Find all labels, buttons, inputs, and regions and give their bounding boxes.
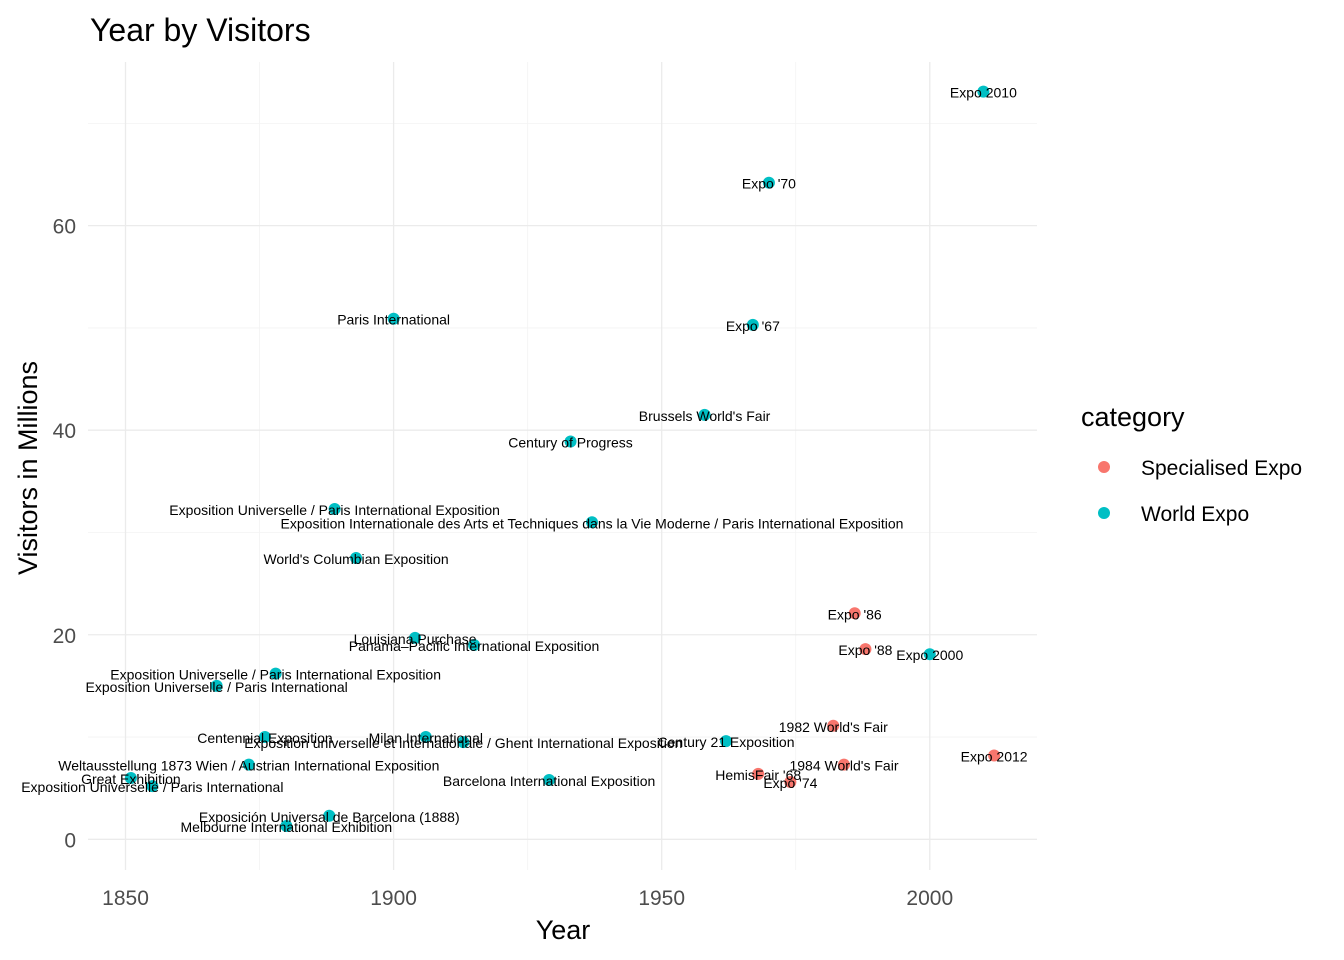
legend-label-world-expo: World Expo	[1141, 503, 1249, 526]
data-point	[859, 643, 872, 656]
tick-labels: 1850 1900 1950 2000 0 20 40 60	[53, 216, 953, 910]
data-point	[468, 638, 481, 651]
point-label: Expo 2010	[950, 85, 1017, 101]
data-point	[328, 502, 341, 515]
point-label: Great Exhibition	[81, 771, 181, 787]
point-label: Exposition Universelle / Paris Internati…	[110, 667, 441, 683]
x-tick-label: 1950	[638, 887, 685, 910]
data-point	[837, 758, 850, 771]
data-point	[746, 318, 759, 331]
point-label: Century of Progress	[508, 434, 633, 450]
legend-title: category	[1081, 402, 1185, 432]
point-label: Expo '67	[726, 318, 780, 334]
data-point	[419, 731, 432, 744]
x-tick-label: 1850	[102, 887, 149, 910]
data-point	[923, 648, 936, 661]
data-point	[752, 767, 765, 780]
point-label: Expo '70	[742, 176, 796, 192]
x-axis-title: Year	[536, 915, 591, 945]
data-point	[210, 679, 223, 692]
data-point	[564, 435, 577, 448]
point-label: 1982 World's Fair	[779, 719, 888, 735]
point-label: Expo '86	[828, 606, 882, 622]
data-point	[784, 776, 797, 789]
data-point	[146, 780, 159, 793]
legend-key-specialised-expo	[1098, 461, 1110, 473]
point-label: Exposition Universelle / Paris Internati…	[169, 502, 500, 518]
legend-label-specialised-expo: Specialised Expo	[1141, 457, 1302, 480]
data-point	[409, 631, 422, 644]
legend: category Specialised Expo World Expo	[1081, 402, 1302, 526]
point-label: Exposición Universal de Barcelona (1888)	[199, 809, 460, 825]
data-point	[720, 735, 733, 748]
data-point	[977, 85, 990, 98]
point-label: Brussels World's Fair	[639, 408, 771, 424]
point-label: Paris International	[337, 312, 450, 328]
data-point	[457, 736, 470, 749]
point-label: World's Columbian Exposition	[263, 551, 448, 567]
point-label: Exposition universelle et internationale…	[244, 735, 682, 751]
point-label: Milan International	[369, 730, 483, 746]
grid-layer	[88, 62, 1037, 870]
y-tick-label: 20	[53, 625, 76, 648]
point-label: Expo 2000	[896, 647, 963, 663]
point-label: Weltausstellung 1873 Wien / Austrian Int…	[58, 758, 439, 774]
point-label: Centennial Exposition	[197, 730, 332, 746]
point-label: Century 21 Exposition	[658, 734, 795, 750]
data-points	[124, 85, 1001, 833]
point-label: Expo '88	[838, 642, 892, 658]
data-point	[827, 719, 840, 732]
point-label: Expo '74	[763, 775, 817, 791]
x-tick-label: 2000	[906, 887, 953, 910]
data-point	[698, 408, 711, 421]
y-tick-label: 40	[53, 420, 76, 443]
point-label: Expo 2012	[961, 748, 1028, 764]
chart-title: Year by Visitors	[90, 12, 311, 48]
point-label: Barcelona International Exposition	[443, 773, 655, 789]
x-tick-label: 1900	[370, 887, 417, 910]
point-label: Melbourne International Exhibition	[181, 819, 393, 835]
y-axis-title: Visitors in Millions	[13, 361, 43, 575]
point-label: Louisiana Purchase	[354, 631, 477, 647]
data-point	[350, 552, 363, 565]
data-point	[988, 749, 1001, 762]
point-label: Panama–Pacific International Exposition	[349, 638, 600, 654]
point-label: Exposition Internationale des Arts et Te…	[281, 515, 904, 531]
data-point	[124, 771, 137, 784]
point-label: 1984 World's Fair	[789, 758, 898, 774]
legend-key-world-expo	[1098, 507, 1110, 519]
data-point	[242, 758, 255, 771]
data-point	[762, 176, 775, 189]
data-point	[323, 809, 336, 822]
data-point	[848, 607, 861, 620]
point-label: Exposition Universelle / Paris Internati…	[86, 679, 348, 695]
y-tick-label: 60	[53, 216, 76, 239]
point-label: HemisFair '68	[715, 767, 801, 783]
y-tick-label: 0	[64, 829, 76, 852]
point-label: Exposition Universelle / Paris Internati…	[21, 779, 283, 795]
data-point	[543, 773, 556, 786]
data-point	[258, 731, 271, 744]
data-point	[269, 667, 282, 680]
data-point	[387, 312, 400, 325]
data-point	[280, 820, 293, 833]
data-point	[585, 516, 598, 529]
